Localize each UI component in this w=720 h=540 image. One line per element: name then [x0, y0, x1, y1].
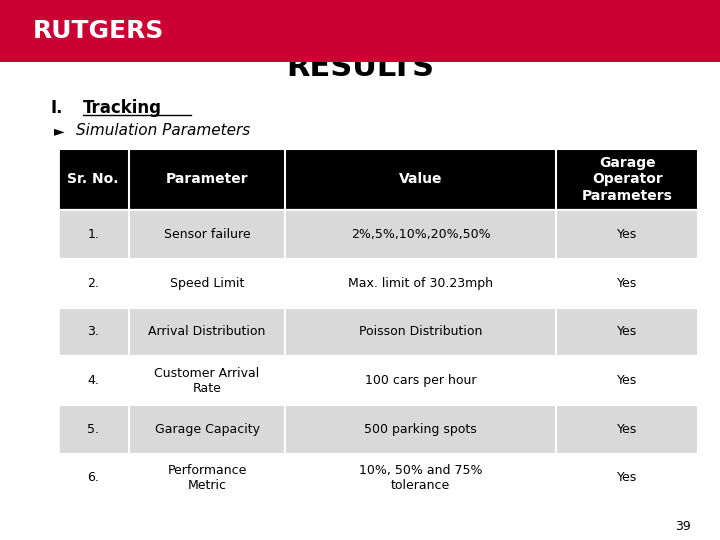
Text: Value: Value — [399, 172, 443, 186]
Text: 2.: 2. — [87, 277, 99, 290]
Text: Yes: Yes — [617, 423, 637, 436]
Text: Poisson Distribution: Poisson Distribution — [359, 326, 482, 339]
Text: Garage Capacity: Garage Capacity — [155, 423, 260, 436]
Text: 2%,5%,10%,20%,50%: 2%,5%,10%,20%,50% — [351, 228, 490, 241]
Text: Yes: Yes — [617, 374, 637, 387]
Text: Yes: Yes — [617, 326, 637, 339]
Text: 5.: 5. — [87, 423, 99, 436]
Text: Parameter: Parameter — [166, 172, 248, 186]
Text: 1.: 1. — [87, 228, 99, 241]
Text: Yes: Yes — [617, 228, 637, 241]
Text: RESULTS: RESULTS — [286, 53, 434, 82]
Text: Arrival Distribution: Arrival Distribution — [148, 326, 266, 339]
Text: 10%, 50% and 75%
tolerance: 10%, 50% and 75% tolerance — [359, 464, 482, 492]
Text: 39: 39 — [675, 520, 691, 533]
Text: ►: ► — [54, 124, 65, 138]
Text: Max. limit of 30.23mph: Max. limit of 30.23mph — [348, 277, 493, 290]
Text: 3.: 3. — [87, 326, 99, 339]
Text: Simulation Parameters: Simulation Parameters — [76, 123, 250, 138]
Text: Garage
Operator
Parameters: Garage Operator Parameters — [582, 156, 672, 202]
Text: Tracking: Tracking — [83, 99, 162, 117]
Text: 6.: 6. — [87, 471, 99, 484]
Text: Sensor failure: Sensor failure — [164, 228, 251, 241]
Text: Sr. No.: Sr. No. — [68, 172, 119, 186]
Text: Customer Arrival
Rate: Customer Arrival Rate — [155, 367, 260, 395]
Text: Yes: Yes — [617, 277, 637, 290]
Text: RUTGERS: RUTGERS — [32, 19, 163, 43]
Text: Speed Limit: Speed Limit — [170, 277, 244, 290]
Text: 100 cars per hour: 100 cars per hour — [365, 374, 477, 387]
Text: Yes: Yes — [617, 471, 637, 484]
Text: 4.: 4. — [87, 374, 99, 387]
Text: Performance
Metric: Performance Metric — [168, 464, 247, 492]
Text: I.: I. — [50, 99, 63, 117]
Text: 500 parking spots: 500 parking spots — [364, 423, 477, 436]
